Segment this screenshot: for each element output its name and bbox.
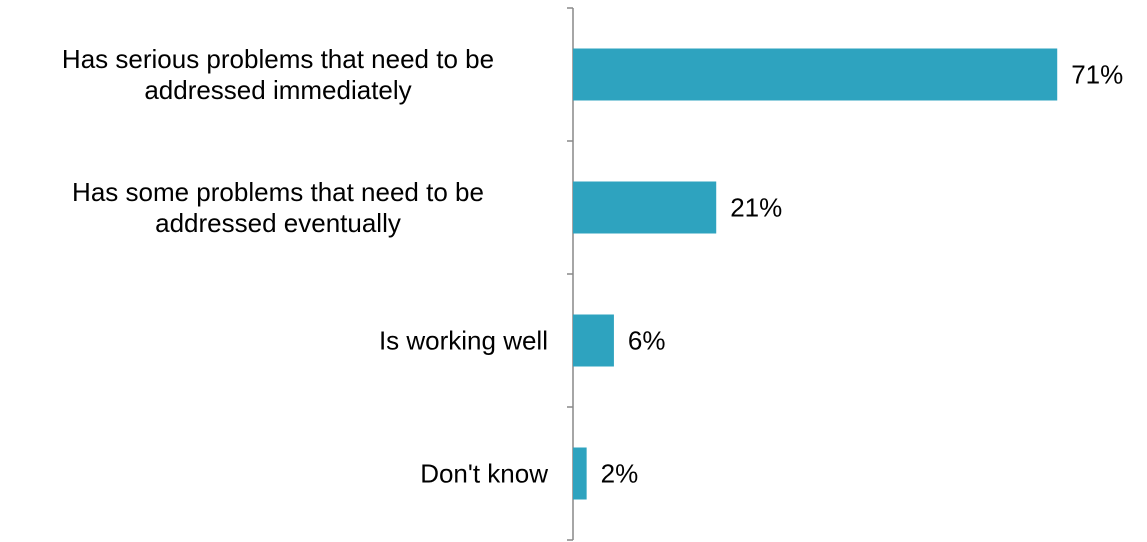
category-label: Is working well xyxy=(378,325,548,355)
value-label: 6% xyxy=(628,325,666,355)
bar xyxy=(573,48,1058,101)
value-label: 2% xyxy=(601,458,639,488)
value-label: 21% xyxy=(730,192,782,222)
category-label: Has serious problems that need to be add… xyxy=(61,43,495,105)
value-label: 71% xyxy=(1071,59,1123,89)
category-label: Has some problems that need to be addres… xyxy=(72,176,484,238)
bar xyxy=(573,447,587,500)
category-label-box: Don't know xyxy=(0,458,548,489)
category-label-box: Is working well xyxy=(0,325,548,356)
axis xyxy=(567,7,574,541)
bar xyxy=(573,314,614,367)
category-label: Don't know xyxy=(420,458,548,488)
category-label-box: Has some problems that need to be addres… xyxy=(0,177,548,239)
category-label-box: Has serious problems that need to be add… xyxy=(0,44,548,106)
bar xyxy=(573,181,717,234)
